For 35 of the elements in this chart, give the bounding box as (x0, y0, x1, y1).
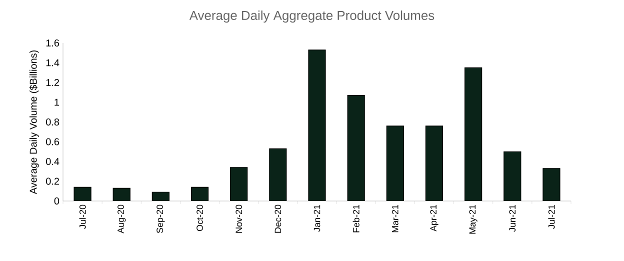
x-tick-label: Sep-20 (156, 204, 165, 234)
y-tick-label: 0.4 (46, 158, 60, 166)
chart-title: Average Daily Aggregate Product Volumes (189, 10, 434, 23)
y-tick-label: 0.8 (46, 118, 60, 126)
y-tick-label: 0.2 (46, 178, 59, 185)
x-tick-label: Jul-20 (79, 204, 86, 229)
bar (113, 188, 130, 201)
y-tick-label: 1.2 (46, 79, 59, 86)
x-tick-label: May-21 (469, 204, 478, 234)
x-tick-label: Jan-21 (314, 204, 320, 232)
y-tick-label: 0 (54, 197, 60, 205)
bar (230, 167, 248, 201)
y-tick-label: 1.6 (46, 39, 60, 47)
bar (464, 67, 482, 201)
x-tick-label: Oct-20 (196, 204, 203, 232)
bar (504, 151, 522, 201)
x-tick-label: Aug-20 (118, 204, 126, 234)
y-tick-label: 1 (54, 98, 59, 106)
x-tick-label: Nov-20 (236, 204, 242, 233)
y-tick-label: 1.4 (46, 59, 60, 66)
bar (347, 95, 365, 201)
x-tick-label: Dec-20 (274, 204, 282, 233)
bar (542, 168, 560, 201)
bar (269, 148, 287, 201)
bar (425, 126, 444, 201)
bar (386, 126, 404, 201)
y-tick-label: 0.6 (46, 138, 60, 146)
x-tick-label: Feb-21 (352, 204, 360, 232)
x-tick-label: Jun-21 (509, 204, 516, 232)
y-axis-title: Average Daily Volume ($Billions) (29, 50, 39, 194)
x-tick-label: Jul-21 (548, 204, 555, 229)
bar (308, 50, 326, 201)
x-tick-label: Mar-21 (392, 204, 398, 232)
bar (191, 187, 208, 201)
x-tick-label: Apr-21 (430, 204, 438, 232)
